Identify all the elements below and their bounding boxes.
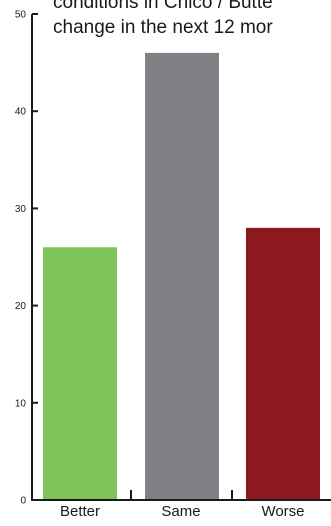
chart-title: conditions in Chico / Butte change in th… bbox=[53, 0, 273, 38]
x-axis: Better Same Worse bbox=[31, 490, 331, 520]
y-tick-label: 20 bbox=[15, 301, 27, 312]
bar-better bbox=[43, 247, 117, 500]
y-tick-label: 0 bbox=[20, 496, 26, 507]
y-axis: 0 10 20 30 40 50 bbox=[15, 10, 38, 507]
x-tick-label-worse: Worse bbox=[261, 503, 304, 520]
y-tick-label: 50 bbox=[15, 10, 27, 21]
y-tick-label: 10 bbox=[15, 398, 27, 409]
bar-same bbox=[145, 52, 219, 500]
chart-title-line-2: change in the next 12 mor bbox=[53, 17, 273, 38]
chart-title-line-1: conditions in Chico / Butte bbox=[53, 0, 273, 13]
y-tick-label: 30 bbox=[15, 204, 27, 215]
y-tick-label: 40 bbox=[15, 107, 27, 118]
bar-group bbox=[43, 52, 320, 500]
x-tick-label-better: Better bbox=[60, 503, 100, 520]
x-tick-label-same: Same bbox=[161, 503, 200, 520]
bar-worse bbox=[246, 227, 320, 500]
